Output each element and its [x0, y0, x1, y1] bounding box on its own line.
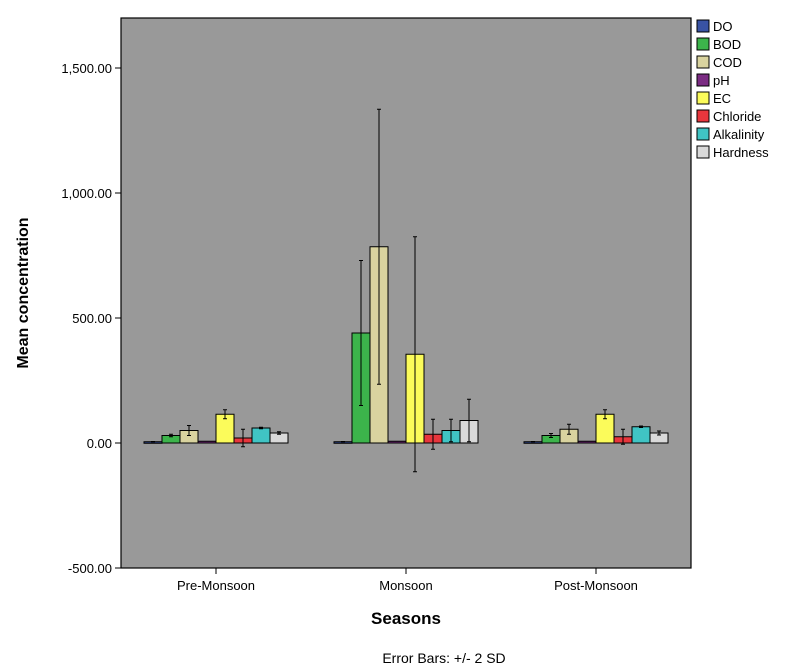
legend-item-do: DO: [696, 19, 733, 34]
legend-label: Chloride: [713, 109, 761, 124]
x-tick-label: Post-Monsoon: [554, 578, 638, 593]
x-tick-label: Monsoon: [379, 578, 432, 593]
error-bar-bod: [549, 433, 553, 438]
legend-label: DO: [713, 19, 733, 34]
x-axis: Pre-Monsoon Monsoon Post-Monsoon: [177, 568, 638, 593]
y-axis-title: Mean concentration: [15, 217, 32, 368]
plot-area: [120, 17, 692, 569]
error-bar-hardness: [657, 430, 661, 436]
error-bar-alkalinity: [639, 425, 643, 428]
legend-item-alkalinity: Alkalinity: [696, 127, 765, 142]
legend-item-bod: BOD: [696, 37, 741, 52]
legend-swatch: [696, 145, 710, 159]
bar-ph: [197, 440, 217, 444]
legend-swatch: [696, 37, 710, 51]
error-bar-hardness: [277, 431, 281, 435]
legend-swatch: [696, 19, 710, 33]
bar-ph: [387, 440, 407, 444]
y-tick-label: 0.00: [87, 436, 112, 451]
error-bar-chloride: [621, 428, 625, 445]
legend-label: BOD: [713, 37, 741, 52]
y-axis: -500.00 0.00 500.00 1,000.00 1,500.00: [61, 61, 121, 576]
legend: DO BOD COD pH EC Chloride Alkalinity Hardness: [696, 19, 769, 160]
legend-swatch: [696, 55, 710, 69]
bar-ph: [577, 440, 597, 444]
y-tick-label: -500.00: [68, 561, 112, 576]
error-bar-chloride: [431, 418, 435, 450]
y-tick-label: 500.00: [72, 311, 112, 326]
error-bar-bod: [359, 260, 363, 406]
error-bar-footnote: Error Bars: +/- 2 SD: [382, 650, 505, 666]
legend-item-cod: COD: [696, 55, 742, 70]
error-bar-ec: [413, 236, 417, 473]
error-bar-cod: [187, 425, 191, 436]
legend-label: EC: [713, 91, 731, 106]
error-bar-ec: [603, 409, 607, 420]
legend-label: COD: [713, 55, 742, 70]
error-bar-cod: [567, 423, 571, 435]
legend-item-chloride: Chloride: [696, 109, 761, 124]
bar-alkalinity: [631, 426, 651, 444]
legend-label: Hardness: [713, 145, 769, 160]
legend-item-ec: EC: [696, 91, 731, 106]
error-bar-cod: [377, 108, 381, 385]
legend-swatch: [696, 109, 710, 123]
error-bar-hardness: [467, 398, 471, 443]
bar-alkalinity: [251, 427, 271, 444]
legend-item-ph: pH: [696, 73, 730, 88]
x-axis-title: Seasons: [371, 609, 441, 628]
error-bar-bod: [169, 433, 173, 438]
y-tick-label: 1,000.00: [61, 186, 112, 201]
error-bar-alkalinity: [259, 426, 263, 430]
legend-swatch: [696, 91, 710, 105]
legend-item-hardness: Hardness: [696, 145, 769, 160]
error-bar-alkalinity: [449, 418, 453, 443]
legend-label: Alkalinity: [713, 127, 765, 142]
error-bar-chloride: [241, 428, 245, 448]
bars: [143, 108, 669, 473]
legend-label: pH: [713, 73, 730, 88]
legend-swatch: [696, 127, 710, 141]
x-tick-label: Pre-Monsoon: [177, 578, 255, 593]
legend-swatch: [696, 73, 710, 87]
error-bar-do: [531, 441, 535, 443]
error-bar-do: [151, 441, 155, 443]
error-bar-ec: [223, 409, 227, 420]
y-tick-label: 1,500.00: [61, 61, 112, 76]
error-bar-do: [341, 441, 345, 443]
